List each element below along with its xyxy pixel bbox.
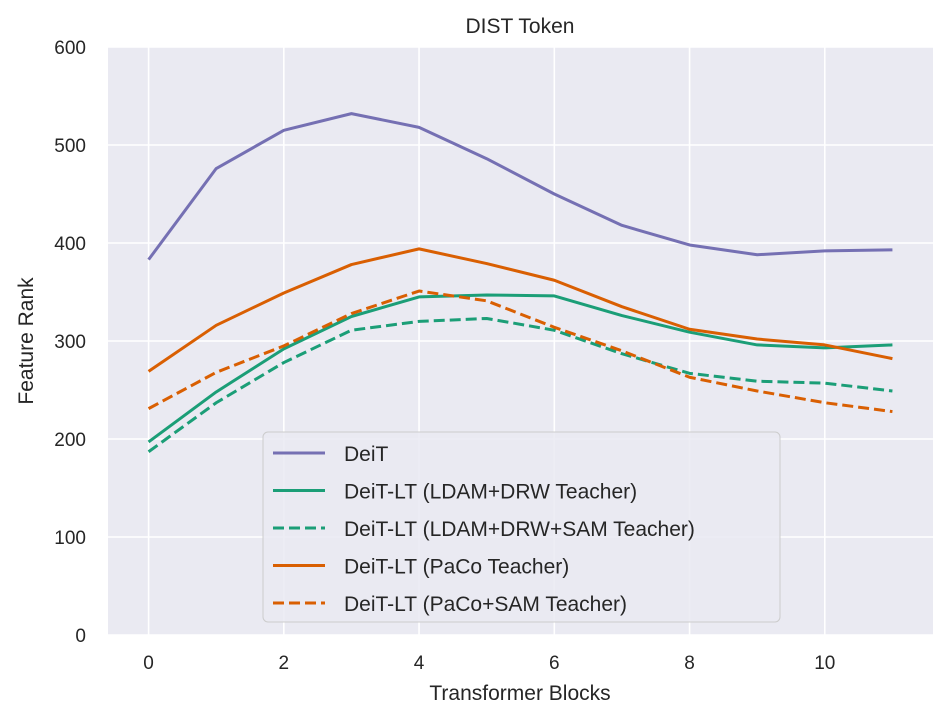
y-tick-label: 500 bbox=[54, 136, 86, 157]
series-line-4 bbox=[147, 247, 893, 373]
series-line-3 bbox=[147, 316, 893, 453]
x-tick-label: 0 bbox=[143, 653, 154, 674]
legend-label-1: DeiT bbox=[344, 443, 389, 466]
x-tick-label: 10 bbox=[814, 653, 835, 674]
chart-title: DIST Token bbox=[466, 15, 575, 38]
legend-box bbox=[262, 431, 781, 623]
legend-label-3: DeiT-LT (LDAM+DRW+SAM Teacher) bbox=[344, 518, 695, 541]
x-tick-label: 4 bbox=[414, 653, 425, 674]
y-tick-label: 0 bbox=[75, 626, 86, 647]
y-axis-title: Feature Rank bbox=[15, 277, 38, 405]
y-tick-label: 100 bbox=[54, 528, 86, 549]
series-line-1 bbox=[147, 112, 893, 261]
y-tick-label: 200 bbox=[54, 430, 86, 451]
legend-label-4: DeiT-LT (PaCo Teacher) bbox=[344, 556, 569, 579]
y-tick-label: 600 bbox=[54, 38, 86, 59]
y-tick-label: 300 bbox=[54, 332, 86, 353]
x-tick-labels: 0 2 4 6 8 10 bbox=[143, 653, 835, 674]
series-line-2 bbox=[147, 293, 893, 444]
x-tick-label: 2 bbox=[279, 653, 290, 674]
y-tick-labels: 0 100 200 300 400 500 600 bbox=[54, 38, 86, 647]
x-tick-label: 6 bbox=[549, 653, 560, 674]
x-tick-label: 8 bbox=[684, 653, 695, 674]
legend: DeiT DeiT-LT (LDAM+DRW Teacher) DeiT-LT (L… bbox=[262, 431, 781, 623]
legend-label-2: DeiT-LT (LDAM+DRW Teacher) bbox=[344, 481, 637, 504]
series-line-5 bbox=[147, 289, 893, 414]
legend-label-5: DeiT-LT (PaCo+SAM Teacher) bbox=[344, 593, 627, 616]
y-tick-label: 400 bbox=[54, 234, 86, 255]
x-axis-title: Transformer Blocks bbox=[429, 682, 610, 705]
series-lines bbox=[147, 112, 893, 453]
